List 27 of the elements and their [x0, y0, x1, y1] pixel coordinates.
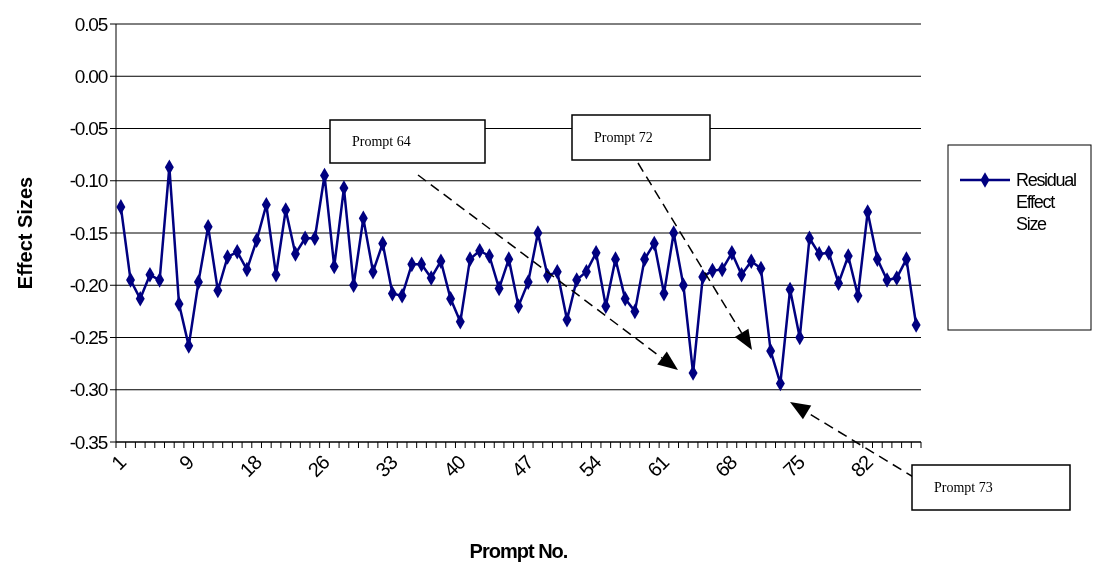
x-tick-label: 82 [846, 450, 878, 482]
x-tick-label: 26 [303, 450, 334, 482]
x-tick-label: 75 [778, 450, 810, 482]
y-tick-label: -0.35 [69, 431, 108, 453]
x-tick-label: 54 [575, 450, 606, 482]
x-tick-label: 9 [174, 450, 199, 474]
x-tick-label: 1 [106, 450, 131, 474]
x-tick-label: 68 [710, 450, 742, 482]
y-tick-label: 0.05 [74, 13, 108, 35]
x-tick-label: 40 [439, 450, 470, 482]
y-axis-title: Effect Sizes [14, 176, 36, 290]
y-tick-label: -0.10 [69, 170, 108, 192]
y-tick-label: -0.20 [69, 274, 108, 296]
x-axis-title: Prompt No. [469, 540, 568, 562]
y-tick-label: -0.30 [69, 379, 108, 401]
y-tick-label: -0.15 [69, 222, 108, 244]
legend-label: Residual Effect Size [1016, 170, 1076, 234]
y-tick-label: 0.00 [74, 65, 108, 87]
text: Prompt 73 [934, 480, 993, 496]
x-tick-label: 18 [235, 450, 267, 482]
x-tick-label: 47 [507, 450, 538, 482]
annotation: Prompt 72 [594, 130, 653, 146]
y-tick-label: -0.25 [69, 327, 108, 349]
x-tick-label: 33 [371, 450, 402, 482]
annotation: Prompt 64 [352, 134, 411, 150]
x-tick-label: 61 [642, 450, 674, 482]
y-tick-label: -0.05 [69, 118, 108, 140]
